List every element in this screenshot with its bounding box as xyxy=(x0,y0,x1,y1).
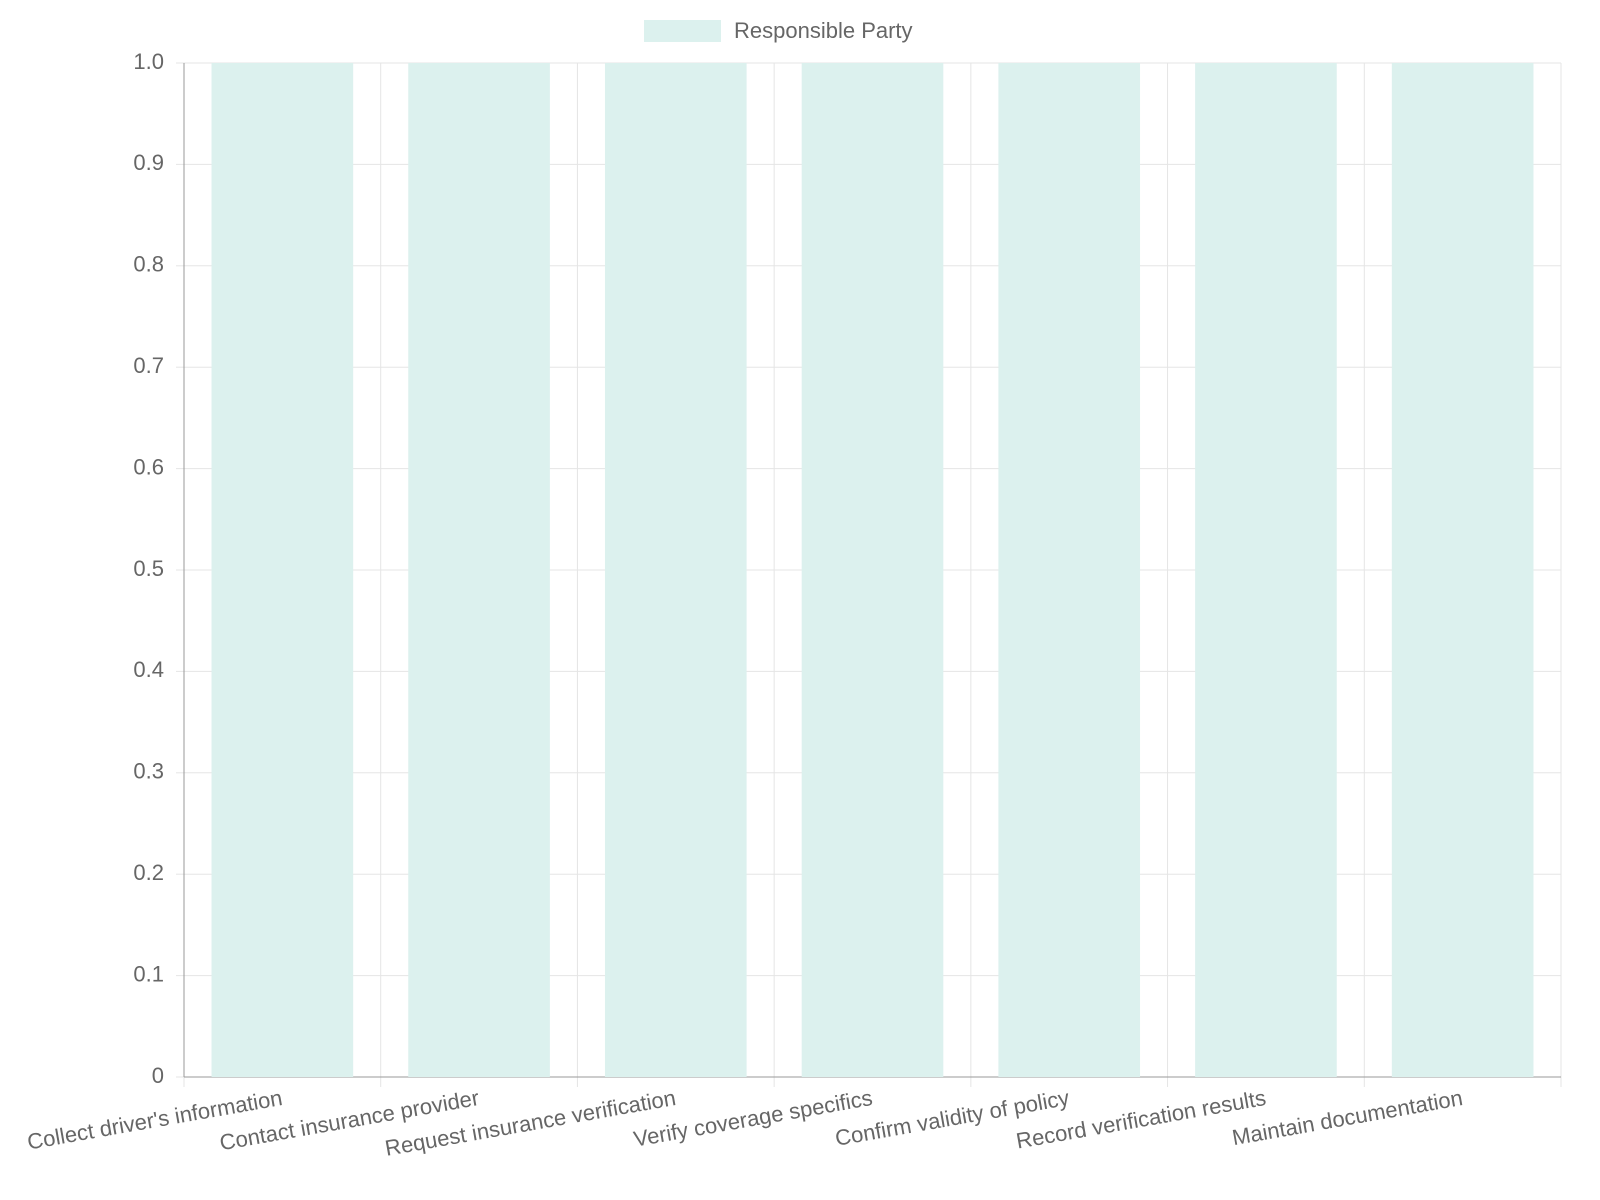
y-tick-label: 1.0 xyxy=(133,49,164,74)
bar xyxy=(1195,63,1337,1077)
y-tick-label: 0.7 xyxy=(133,353,164,378)
y-tick-label: 0.5 xyxy=(133,556,164,581)
y-tick-label: 0.2 xyxy=(133,860,164,885)
y-tick-label: 0.3 xyxy=(133,759,164,784)
y-tick-label: 0.6 xyxy=(133,454,164,479)
y-tick-label: 0.4 xyxy=(133,657,164,682)
bar xyxy=(604,63,747,1077)
y-tick-label: 0.1 xyxy=(133,961,164,986)
bar xyxy=(1391,63,1534,1077)
bar xyxy=(801,63,944,1077)
y-tick-label: 0.8 xyxy=(133,252,164,277)
bar xyxy=(998,63,1141,1077)
legend-swatch xyxy=(644,20,721,42)
x-tick-label: Maintain documentation xyxy=(1230,1085,1464,1150)
bar xyxy=(408,63,550,1077)
y-tick-label: 0 xyxy=(152,1063,164,1088)
legend-label: Responsible Party xyxy=(734,18,913,43)
bar xyxy=(211,63,354,1077)
y-tick-label: 0.9 xyxy=(133,150,164,175)
